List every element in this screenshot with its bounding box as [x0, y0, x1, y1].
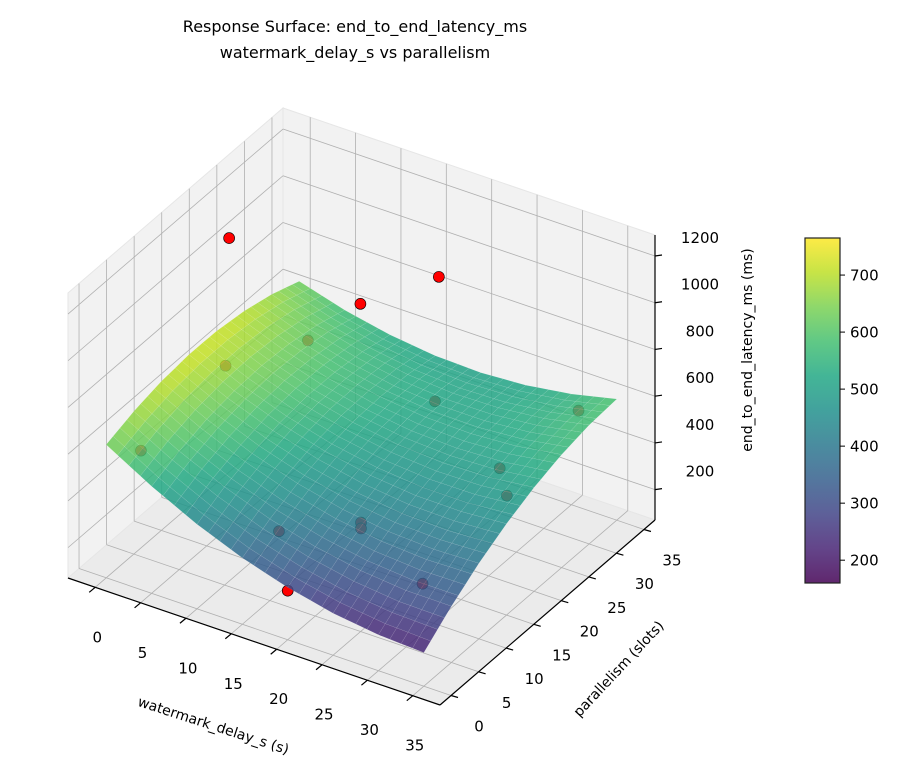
chart-title-line2: watermark_delay_s vs parallelism — [220, 43, 490, 63]
colorbar-tick-label: 200 — [850, 552, 879, 570]
surface-patch — [598, 397, 618, 406]
y-tick-mark — [588, 576, 597, 580]
y-tick-label: 35 — [662, 551, 681, 569]
surface-patch — [460, 559, 480, 575]
z-tick-label: 600 — [686, 369, 715, 387]
y-tick-label: 5 — [502, 694, 512, 712]
z-tick-mark — [654, 301, 663, 304]
surface-patch — [487, 520, 507, 534]
z-tick-mark — [654, 347, 663, 351]
x-gridline — [412, 510, 629, 697]
z-axis-label: end_to_end_latency_ms (ms) — [740, 248, 756, 451]
surface-patch — [425, 613, 445, 630]
surface — [105, 280, 618, 653]
x-axis-line — [67, 577, 441, 706]
x-tick-label: 15 — [224, 675, 243, 693]
x-gridline — [367, 494, 583, 681]
x-axis-label: watermark_delay_s (s) — [136, 694, 291, 758]
surface-patch — [522, 476, 542, 488]
surface-patch — [412, 636, 431, 653]
z-gridline — [282, 128, 656, 257]
z-gridline — [282, 268, 656, 397]
y-tick-label: 0 — [474, 718, 484, 736]
y-tick-label: 10 — [525, 670, 544, 688]
x-tick-label: 0 — [92, 628, 102, 646]
y-axis-line — [439, 519, 656, 706]
colorbar-gradient — [804, 237, 841, 584]
surface-patch — [570, 423, 590, 433]
y-tick-mark — [450, 694, 459, 699]
y-tick-mark — [561, 600, 569, 604]
axis-lines — [67, 235, 663, 706]
surface-patch — [563, 430, 583, 441]
colorbar-tick-label: 600 — [850, 324, 879, 342]
z-gridline — [282, 175, 656, 304]
z-gridline — [67, 175, 284, 362]
colorbar-tick-label: 500 — [850, 381, 879, 399]
x-tick-mark — [88, 586, 96, 593]
surface-patch — [467, 549, 487, 564]
y-tick-mark — [643, 528, 652, 533]
z-tick-label: 1200 — [681, 229, 719, 247]
colorbar-tick-label: 700 — [850, 267, 879, 285]
surface-patch — [508, 493, 528, 506]
surface-patch — [474, 539, 494, 554]
x-tick-mark — [179, 617, 187, 624]
y-gridline — [106, 544, 479, 673]
x-tick-label: 35 — [405, 737, 424, 755]
z-gridline — [282, 222, 656, 350]
z-tick-mark — [654, 254, 663, 257]
surface-patch — [501, 502, 521, 515]
colorbar-tick-label: 300 — [850, 495, 879, 513]
y-gridline — [78, 568, 452, 696]
y-tick-mark — [505, 647, 514, 651]
y-tick-mark — [616, 552, 624, 556]
colorbar: 200 300 400 500 600 700 — [804, 237, 879, 584]
y-tick-mark — [533, 623, 541, 627]
tick-labels: 0510152025303505101520253035200400600800… — [92, 229, 719, 755]
x-tick-label: 25 — [315, 706, 334, 724]
x-tick-mark — [134, 602, 141, 609]
points-above-surface — [223, 232, 445, 310]
z-tick-mark — [654, 394, 663, 397]
x-tick-label: 30 — [360, 721, 379, 739]
data-point — [433, 271, 445, 283]
colorbar-tick-label: 400 — [850, 438, 879, 456]
chart-title-line1: Response Surface: end_to_end_latency_ms — [183, 17, 527, 37]
surface-patch — [529, 468, 549, 480]
surface-patch — [591, 403, 611, 413]
z-gridline — [67, 268, 284, 455]
x-tick-label: 5 — [138, 644, 148, 662]
z-tick-label: 800 — [686, 322, 715, 340]
y-tick-label: 15 — [552, 646, 571, 664]
x-tick-mark — [270, 648, 278, 655]
surface-patch — [446, 580, 466, 596]
x-tick-mark — [315, 664, 323, 671]
y-tick-mark — [478, 671, 486, 675]
z-tick-mark — [654, 488, 663, 491]
y-tick-label: 30 — [635, 575, 654, 593]
x-tick-label: 10 — [178, 659, 197, 677]
y-tick-label: 20 — [580, 623, 599, 641]
x-tick-mark — [224, 633, 232, 640]
x-tick-mark — [361, 679, 368, 686]
x-tick-mark — [406, 695, 414, 702]
z-tick-label: 400 — [686, 416, 715, 434]
data-point — [223, 232, 235, 244]
z-tick-label: 1000 — [681, 276, 719, 294]
surface-patch — [419, 624, 438, 642]
z-tick-label: 200 — [686, 463, 715, 481]
z-gridline — [67, 222, 284, 408]
z-tick-mark — [654, 441, 663, 444]
z-gridline — [67, 128, 284, 315]
y-tick-label: 25 — [607, 599, 626, 617]
data-point — [354, 298, 367, 310]
x-tick-label: 20 — [269, 690, 288, 708]
